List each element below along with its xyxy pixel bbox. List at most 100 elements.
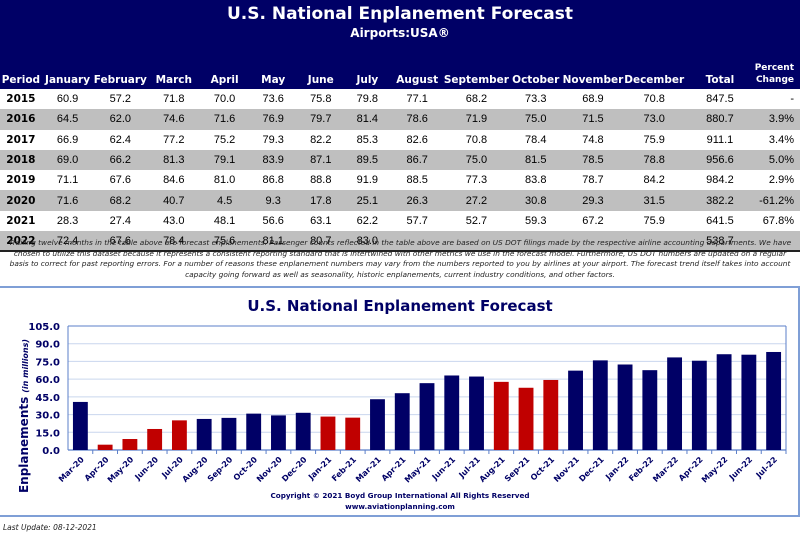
month-value-cell: 81.4 — [344, 109, 391, 130]
month-value-cell: 74.6 — [147, 109, 201, 130]
bar — [196, 418, 212, 450]
month-value-cell: 74.8 — [582, 133, 604, 146]
period-cell: 2016 — [0, 109, 42, 130]
x-tick-label: Jun-20 — [133, 455, 161, 483]
month-value-cell: 71.1 — [56, 174, 79, 187]
month-value-cell: 30.8 — [508, 190, 563, 211]
bar — [592, 360, 608, 450]
table-row: 2019 71.1 67.6 84.6 81.0 86.8 88.8 91.9 88.5 77.3… — [0, 170, 800, 190]
month-value-cell: 85.3 — [356, 133, 379, 146]
month-value-cell: 56.6 — [262, 214, 284, 227]
column-header-december: December — [624, 74, 685, 86]
website-link[interactable]: www.aviationplanning.com — [345, 502, 455, 511]
x-tick-label: Jan-21 — [306, 455, 334, 483]
month-value-cell: 76.9 — [248, 109, 298, 130]
x-tick-label: Aug-20 — [181, 455, 210, 484]
month-value-cell: 70.8 — [643, 93, 665, 106]
bar — [320, 416, 336, 450]
bar — [147, 428, 163, 450]
copyright-block: Copyright © 2021 Boyd Group Internationa… — [0, 490, 800, 512]
column-header-july: July — [356, 74, 379, 86]
bar — [221, 417, 237, 450]
month-value-cell: 79.8 — [356, 93, 379, 106]
month-value-cell: 67.2 — [582, 214, 604, 227]
month-value-cell: 40.7 — [147, 190, 201, 211]
month-value-cell: 27.4 — [109, 214, 132, 227]
bar — [642, 370, 658, 450]
x-tick-label: May-22 — [700, 455, 730, 485]
month-value-cell: 83.0 — [344, 231, 391, 253]
table-body: 2015 60.9 57.2 71.8 70.0 73.6 75.8 79.8 77.1 68.2… — [0, 89, 800, 253]
column-header-january: January — [45, 74, 91, 86]
month-value-cell: 67.6 — [93, 231, 148, 253]
x-tick-label: Dec-20 — [280, 455, 309, 484]
bar — [741, 354, 757, 450]
x-tick-label: Mar-22 — [651, 455, 680, 484]
column-header-august: August — [396, 74, 439, 86]
month-value-cell: 77.1 — [406, 93, 428, 106]
month-value-cell: 78.7 — [582, 174, 604, 187]
period-cell: 2022 — [0, 231, 42, 253]
bar — [691, 360, 707, 450]
month-value-cell: 70.8 — [465, 133, 488, 146]
percent-change-cell: 5.0% — [754, 149, 800, 171]
month-value-cell: 75.0 — [508, 109, 563, 130]
total-cell: 956.6 — [685, 149, 755, 171]
month-value-cell: 78.5 — [562, 149, 624, 171]
period-cell: 2019 — [6, 174, 36, 187]
percent-change-cell: -61.2% — [754, 190, 800, 211]
bar — [518, 387, 534, 450]
table-header-row: Period January February March April May June Ju… — [0, 62, 800, 89]
bar — [72, 401, 88, 450]
page-title: U.S. National Enplanement Forecast — [226, 4, 574, 24]
bar — [295, 412, 311, 450]
month-value-cell: 66.2 — [93, 149, 148, 171]
x-tick-label: Sep-21 — [503, 455, 532, 484]
bar — [444, 375, 460, 450]
table-row: 2016 64.5 62.0 74.6 71.6 76.9 79.7 81.4 78.6 71.9… — [0, 109, 800, 130]
bar — [493, 381, 509, 450]
bar — [345, 417, 361, 450]
period-cell: 2015 — [6, 93, 36, 106]
x-tick-label: Jun-22 — [727, 455, 754, 482]
month-value-cell: 71.8 — [163, 93, 185, 106]
y-axis-label-units: (in millions) — [21, 339, 30, 393]
x-tick-label: Jun-21 — [430, 455, 458, 483]
month-value-cell: 68.2 — [93, 190, 148, 211]
column-header-period: Period — [1, 74, 41, 86]
month-value-cell: 83.8 — [525, 174, 547, 187]
column-header-march: March — [155, 74, 192, 86]
x-tick-label: Jan-22 — [603, 455, 630, 482]
table-row: 2020 71.6 68.2 40.7 4.5 9.3 17.8 25.1 26.3 27.2 30… — [0, 190, 800, 211]
month-value-cell: 79.3 — [262, 133, 284, 146]
month-value-cell: 71.6 — [41, 190, 94, 211]
percent-change-cell: 2.9% — [768, 174, 794, 187]
month-value-cell: 59.3 — [525, 214, 547, 227]
month-value-cell: 70.0 — [213, 93, 236, 106]
period-cell: 2017 — [6, 133, 36, 146]
bar — [543, 379, 559, 450]
month-value-cell: 78.4 — [525, 133, 547, 146]
month-value-cell: 27.2 — [443, 190, 509, 211]
column-header-september: September — [443, 74, 509, 86]
column-header-february: February — [93, 74, 147, 86]
total-cell: 847.5 — [706, 93, 734, 106]
month-value-cell: 25.1 — [344, 190, 391, 211]
column-header-october: October — [512, 74, 560, 86]
x-tick-label: Nov-20 — [255, 455, 284, 484]
x-tick-label: Mar-20 — [57, 455, 86, 484]
x-tick-label: Feb-22 — [627, 455, 655, 483]
column-header-may: May — [261, 74, 286, 86]
page-subtitle: Airports:USA® — [350, 26, 450, 40]
total-cell: 382.2 — [685, 190, 755, 211]
month-value-cell: 77.3 — [465, 174, 488, 187]
bar — [171, 420, 187, 450]
copyright-text: Copyright © 2021 Boyd Group Internationa… — [270, 491, 530, 500]
month-value-cell: 57.2 — [109, 93, 132, 106]
month-value-cell: 31.5 — [623, 190, 686, 211]
table-row: 2018 69.0 66.2 81.3 79.1 83.9 87.1 89.5 86.7 75.0… — [0, 149, 800, 171]
month-value-cell: 82.2 — [310, 133, 332, 146]
month-value-cell: 62.0 — [93, 109, 148, 130]
y-tick-label: 0.0 — [42, 446, 60, 457]
y-tick-label: 90.0 — [35, 340, 60, 351]
